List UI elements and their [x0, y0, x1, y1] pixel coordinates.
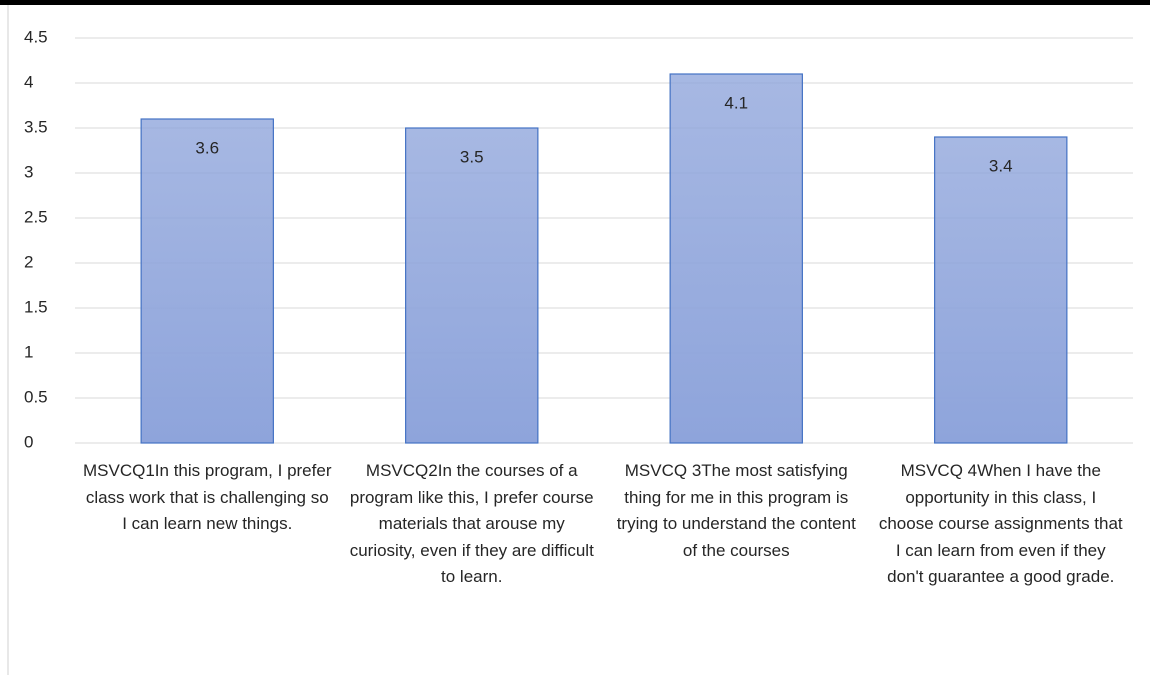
x-tick-label: MSVCQ 4When I have the opportunity in th…	[878, 461, 1123, 586]
y-tick-label: 3	[24, 162, 33, 181]
data-label: 3.4	[989, 156, 1013, 175]
y-tick-label: 4	[24, 72, 33, 91]
x-tick-label: MSVCQ1In this program, I prefer class wo…	[83, 461, 332, 533]
x-tick-label: MSVCQ2In the courses of a program like t…	[349, 461, 594, 586]
bar	[934, 136, 1068, 444]
y-tick-label: 3.5	[24, 117, 48, 136]
data-label: 3.6	[195, 138, 219, 157]
bar	[669, 73, 803, 444]
data-label: 3.5	[460, 147, 484, 166]
top-border	[0, 0, 1150, 5]
y-tick-label: 0	[24, 432, 33, 451]
y-tick-label: 4.5	[24, 27, 48, 46]
y-tick-label: 2	[24, 252, 33, 271]
y-tick-label: 2.5	[24, 207, 48, 226]
y-tick-label: 0.5	[24, 387, 48, 406]
bar	[405, 127, 539, 444]
y-tick-label: 1.5	[24, 297, 48, 316]
bar	[140, 118, 274, 444]
data-label: 4.1	[724, 93, 748, 112]
y-tick-label: 1	[24, 342, 33, 361]
x-tick-label: MSVCQ 3The most satisfying thing for me …	[616, 461, 856, 560]
